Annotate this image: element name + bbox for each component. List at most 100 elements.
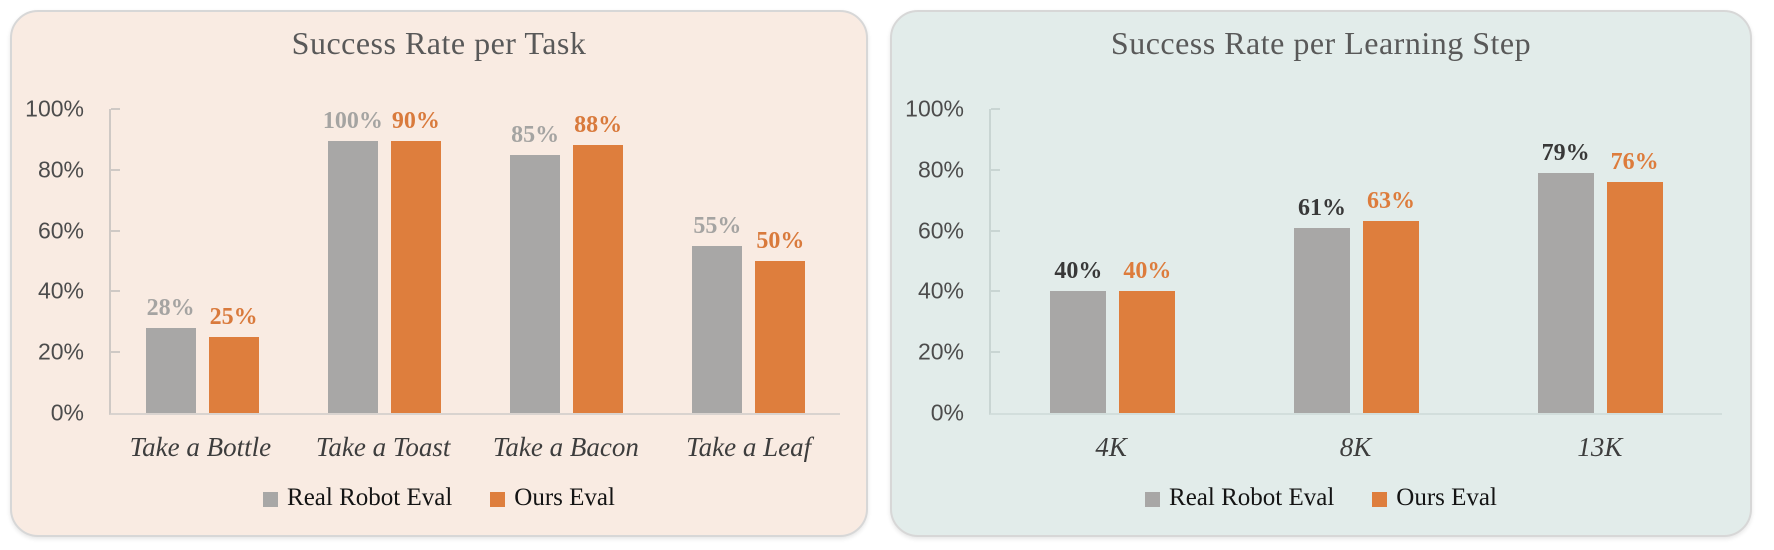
bar-value-label: 100%	[322, 108, 383, 134]
bar-with-label: 88%	[573, 109, 624, 413]
legend: Real Robot Eval Ours Eval	[12, 485, 866, 510]
bar-with-label: 25%	[208, 109, 259, 413]
bar-with-label: 63%	[1363, 109, 1419, 413]
x-category-label: Take a Toast	[315, 432, 451, 462]
bar-ours-eval	[1606, 181, 1663, 413]
bar-group: 85% 88%	[476, 109, 658, 413]
y-tick-label: 20%	[917, 338, 964, 365]
y-axis-labels: 0% 20% 40% 60% 80% 100%	[892, 97, 989, 424]
y-tick-label: 40%	[917, 277, 964, 304]
x-axis-labels: 4K 8K 13K	[989, 431, 1722, 463]
chart-panel-learning-step: Success Rate per Learning Step 0% 20% 40% 6…	[890, 10, 1752, 537]
x-category-label: Take a Leaf	[686, 432, 812, 462]
x-category-label: 13K	[1577, 432, 1623, 462]
bar-with-label: 90%	[390, 108, 441, 413]
axis-tick	[991, 108, 1000, 110]
bar-value-label: 40%	[1123, 258, 1172, 285]
bar-value-label: 28%	[146, 294, 195, 321]
bar-group: 61% 63%	[1235, 109, 1479, 413]
x-category-label: Take a Bacon	[492, 432, 639, 462]
bar-value-label: 40%	[1054, 258, 1103, 285]
bar-value-label: 25%	[209, 304, 258, 330]
bar-group: 100% 90%	[293, 109, 475, 413]
y-tick-label: 100%	[25, 95, 84, 122]
legend-item-real-robot-eval: Real Robot Eval	[1145, 485, 1334, 510]
y-tick-label: 0%	[50, 399, 84, 426]
bar-with-label: 85%	[510, 109, 561, 413]
bar-with-label: 40%	[1119, 109, 1176, 413]
bar-group: 55% 50%	[658, 109, 840, 413]
y-tick-label: 20%	[37, 338, 84, 365]
bar-ours-eval	[208, 337, 259, 413]
legend-label: Real Robot Eval	[287, 484, 453, 511]
axis-tick	[991, 351, 1000, 354]
bar-ours-eval	[573, 145, 624, 413]
bar-value-label: 61%	[1298, 194, 1346, 221]
y-tick-label: 40%	[37, 277, 84, 304]
legend-label: Real Robot Eval	[1169, 484, 1335, 511]
axis-tick	[991, 290, 1000, 293]
x-category-label: 8K	[1339, 432, 1372, 462]
bar-value-label: 85%	[511, 121, 560, 148]
bar-real-robot-eval	[692, 245, 743, 413]
x-axis-labels: Take a Bottle Take a Toast Take a Bacon Tak…	[109, 431, 840, 463]
bar-with-label: 79%	[1537, 109, 1594, 413]
chart-title-learning-step: Success Rate per Learning Step	[1110, 25, 1532, 61]
plot-area: 28% 25% 100% 90% 85% 88% 55% 50%	[109, 108, 840, 415]
y-tick-label: 100%	[905, 95, 964, 122]
bar-real-robot-eval	[1050, 291, 1107, 413]
bar-with-label: 76%	[1606, 109, 1663, 413]
y-tick-label: 60%	[37, 217, 84, 244]
bar-with-label: 61%	[1294, 109, 1350, 413]
bar-ours-eval	[1119, 291, 1176, 413]
axis-tick	[991, 168, 1000, 171]
y-tick-label: 80%	[37, 156, 84, 183]
bar-value-label: 88%	[574, 112, 623, 139]
bar-real-robot-eval	[1294, 227, 1350, 413]
axis-tick	[111, 168, 120, 171]
bar-ours-eval	[390, 141, 441, 413]
bar-value-label: 90%	[391, 108, 440, 134]
bar-value-label: 79%	[1541, 139, 1590, 166]
x-category-label: Take a Bottle	[129, 432, 272, 462]
axis-tick	[991, 229, 1000, 232]
bar-with-label: 40%	[1050, 109, 1107, 413]
bar-value-label: 55%	[693, 212, 742, 239]
bar-real-robot-eval	[327, 141, 378, 413]
legend-item-ours-eval: Ours Eval	[1372, 485, 1497, 510]
plot-area: 40% 40% 61% 63% 79% 76%	[989, 108, 1722, 415]
legend-swatch-gray-icon	[1145, 491, 1161, 507]
legend-label: Ours Eval	[1396, 484, 1497, 511]
bar-group: 28% 25%	[111, 109, 293, 413]
legend-item-ours-eval: Ours Eval	[490, 485, 615, 510]
legend-swatch-orange-icon	[1372, 491, 1388, 507]
bar-groups: 40% 40% 61% 63% 79% 76%	[991, 109, 1722, 413]
bar-ours-eval	[1363, 221, 1419, 413]
bar-group: 79% 76%	[1478, 109, 1722, 413]
y-tick-label: 0%	[930, 399, 964, 426]
bar-group: 40% 40%	[991, 109, 1235, 413]
axis-tick	[111, 290, 120, 293]
bar-with-label: 55%	[692, 109, 743, 413]
legend-swatch-gray-icon	[263, 491, 279, 507]
bar-real-robot-eval	[1537, 172, 1594, 413]
bar-with-label: 100%	[323, 109, 383, 413]
bar-value-label: 50%	[756, 228, 805, 254]
bar-value-label: 76%	[1610, 148, 1659, 175]
axis-tick	[111, 108, 120, 110]
bar-with-label: 50%	[755, 109, 806, 413]
legend: Real Robot Eval Ours Eval	[892, 485, 1750, 510]
axis-tick	[111, 351, 120, 354]
axis-tick	[111, 229, 120, 232]
bar-value-label: 63%	[1367, 188, 1415, 215]
bar-with-label: 28%	[145, 109, 196, 413]
legend-swatch-orange-icon	[490, 491, 506, 507]
y-tick-label: 80%	[917, 156, 964, 183]
y-tick-label: 60%	[917, 217, 964, 244]
bar-groups: 28% 25% 100% 90% 85% 88% 55% 50%	[111, 109, 840, 413]
legend-label: Ours Eval	[514, 484, 615, 511]
chart-panel-task: Success Rate per Task 0% 20% 40% 60% 80% 100%…	[10, 10, 868, 537]
bar-real-robot-eval	[145, 327, 196, 413]
legend-item-real-robot-eval: Real Robot Eval	[263, 485, 452, 510]
